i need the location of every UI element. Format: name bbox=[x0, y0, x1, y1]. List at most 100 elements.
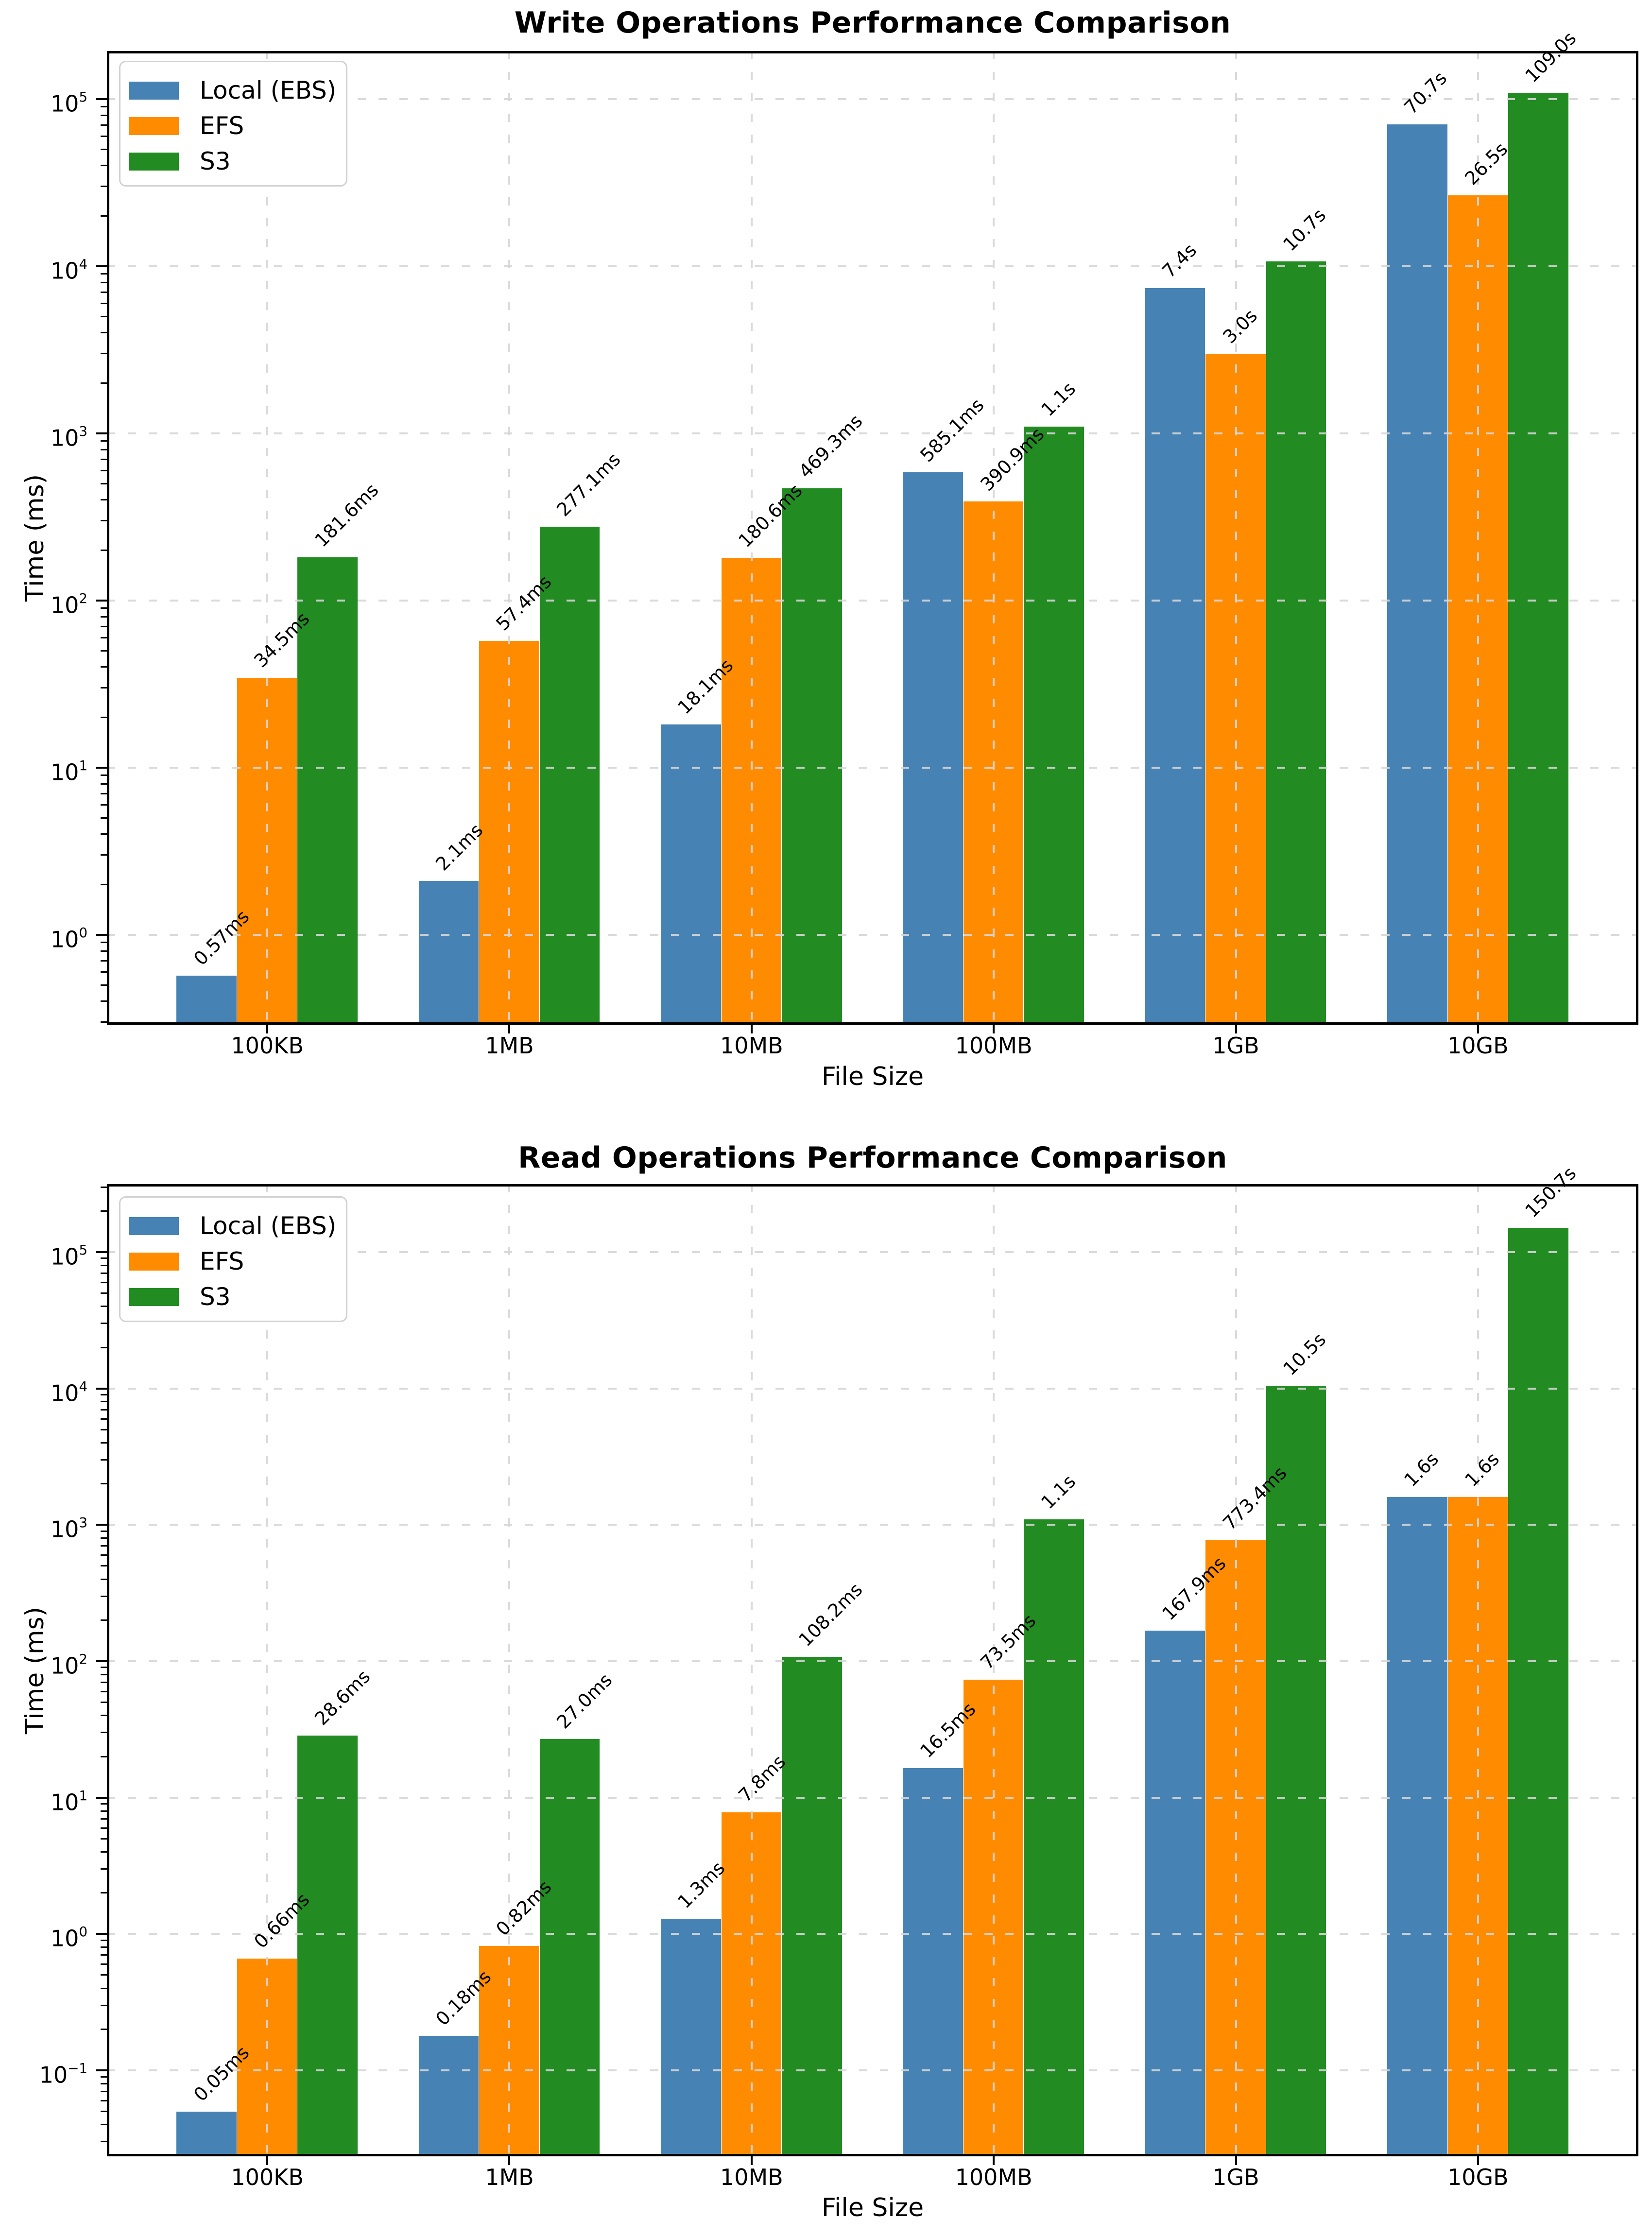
y-minor-tick bbox=[101, 616, 107, 618]
legend-label: EFS bbox=[200, 112, 244, 140]
legend-color-swatch-icon bbox=[129, 153, 179, 171]
y-tick-label: 104 bbox=[50, 256, 87, 284]
bar-value-label: 585.1ms bbox=[915, 394, 988, 466]
bar bbox=[297, 1735, 358, 2156]
y-gridline bbox=[107, 432, 1638, 434]
y-tick-label: 102 bbox=[50, 1651, 87, 1679]
y-minor-tick bbox=[101, 1530, 107, 1532]
y-minor-tick bbox=[101, 1257, 107, 1259]
x-tick-label: 1MB bbox=[485, 1032, 534, 1059]
y-tick-label: 100 bbox=[50, 924, 87, 953]
y-tick-label: 105 bbox=[50, 1241, 87, 1270]
y-minor-tick bbox=[101, 1409, 107, 1411]
y-minor-tick bbox=[101, 1292, 107, 1294]
bar bbox=[297, 557, 358, 1025]
legend-label: EFS bbox=[200, 1247, 244, 1275]
bar-value-label: 1.6s bbox=[1461, 1448, 1503, 1491]
bar-value-label: 10.5s bbox=[1279, 1328, 1330, 1380]
y-minor-tick bbox=[101, 774, 107, 776]
bar bbox=[418, 2035, 479, 2156]
y-tick-exponent: 4 bbox=[79, 1378, 87, 1394]
x-axis-label: File Size bbox=[821, 1062, 924, 1091]
y-minor-tick bbox=[101, 960, 107, 962]
x-tick-label: 100MB bbox=[955, 1032, 1032, 1059]
y-gridline bbox=[107, 1524, 1638, 1526]
bar-value-label: 469.3ms bbox=[794, 410, 867, 482]
x-gridline bbox=[750, 1184, 753, 2156]
y-tick-exponent: 1 bbox=[79, 757, 87, 774]
y-minor-tick bbox=[101, 1021, 107, 1023]
y-minor-tick bbox=[101, 1428, 107, 1430]
chart-title: Write Operations Performance Comparison bbox=[514, 6, 1231, 40]
y-gridline bbox=[107, 599, 1638, 602]
y-minor-tick bbox=[101, 448, 107, 450]
bar bbox=[1024, 1519, 1084, 2156]
y-minor-tick bbox=[101, 1483, 107, 1485]
y-tick-exponent: 0 bbox=[79, 1924, 87, 1940]
plot-area: 10−1 100 101 102 103 104 105 0.05ms 0.66ms 28.6ms… bbox=[39, 1162, 1638, 2165]
chart-title: Read Operations Performance Comparison bbox=[518, 1141, 1227, 1175]
y-minor-tick bbox=[101, 353, 107, 355]
y-gridline bbox=[107, 1796, 1638, 1799]
y-tick-label: 102 bbox=[50, 590, 87, 619]
x-gridline bbox=[508, 1184, 511, 2156]
legend-label: Local (EBS) bbox=[200, 76, 337, 104]
y-minor-tick bbox=[101, 1264, 107, 1266]
x-major-tick bbox=[1477, 2156, 1479, 2165]
y-minor-tick bbox=[101, 1974, 107, 1976]
y-minor-tick bbox=[101, 1851, 107, 1853]
y-minor-tick bbox=[101, 833, 107, 835]
y-minor-tick bbox=[101, 783, 107, 785]
legend-item: EFS bbox=[120, 1244, 346, 1279]
y-minor-tick bbox=[101, 291, 107, 293]
legend-label: S3 bbox=[200, 147, 231, 175]
bar bbox=[539, 526, 600, 1025]
y-tick-label: 101 bbox=[50, 1787, 87, 1816]
y-minor-tick bbox=[101, 1394, 107, 1396]
y-tick-label: 104 bbox=[50, 1378, 87, 1407]
legend: Local (EBS) EFS S3 bbox=[119, 61, 347, 187]
bar-value-label: 10.7s bbox=[1279, 204, 1330, 256]
x-gridline bbox=[1235, 1184, 1237, 2156]
y-minor-tick bbox=[101, 1715, 107, 1717]
x-gridline bbox=[266, 1184, 269, 2156]
y-minor-tick bbox=[101, 1210, 107, 1212]
y-minor-tick bbox=[101, 1273, 107, 1274]
bar-value-label: 2.1ms bbox=[431, 819, 487, 875]
x-major-tick bbox=[1235, 1025, 1237, 1033]
legend-color-swatch-icon bbox=[129, 1217, 179, 1235]
legend-item: S3 bbox=[120, 144, 346, 179]
y-minor-tick bbox=[101, 1595, 107, 1597]
y-tick-label: 103 bbox=[50, 1514, 87, 1543]
y-minor-tick bbox=[101, 469, 107, 471]
y-gridline bbox=[107, 1387, 1638, 1390]
y-tick-label: 101 bbox=[50, 757, 87, 786]
y-minor-tick bbox=[101, 124, 107, 126]
y-minor-tick bbox=[101, 971, 107, 973]
bar bbox=[1145, 288, 1205, 1025]
y-minor-tick bbox=[101, 1987, 107, 1989]
y-minor-tick bbox=[101, 114, 107, 116]
y-minor-tick bbox=[101, 281, 107, 283]
y-minor-tick bbox=[101, 1545, 107, 1547]
x-gridline bbox=[750, 51, 753, 1025]
y-major-tick bbox=[96, 1387, 107, 1390]
x-tick-label: 10GB bbox=[1447, 2164, 1509, 2190]
y-tick-exponent: 5 bbox=[79, 88, 87, 105]
x-tick-label: 1GB bbox=[1212, 1032, 1259, 1059]
y-gridline bbox=[107, 766, 1638, 769]
x-gridline bbox=[508, 51, 511, 1025]
bar bbox=[660, 724, 721, 1025]
bar bbox=[782, 1656, 842, 2156]
legend-item: EFS bbox=[120, 108, 346, 144]
y-minor-tick bbox=[101, 1818, 107, 1820]
y-minor-tick bbox=[101, 1810, 107, 1812]
y-minor-tick bbox=[101, 804, 107, 806]
y-minor-tick bbox=[101, 2091, 107, 2093]
x-tick-label: 10MB bbox=[720, 2164, 783, 2190]
y-minor-tick bbox=[101, 1401, 107, 1403]
y-minor-tick bbox=[101, 2111, 107, 2113]
y-major-tick bbox=[96, 766, 107, 769]
y-minor-tick bbox=[101, 135, 107, 137]
